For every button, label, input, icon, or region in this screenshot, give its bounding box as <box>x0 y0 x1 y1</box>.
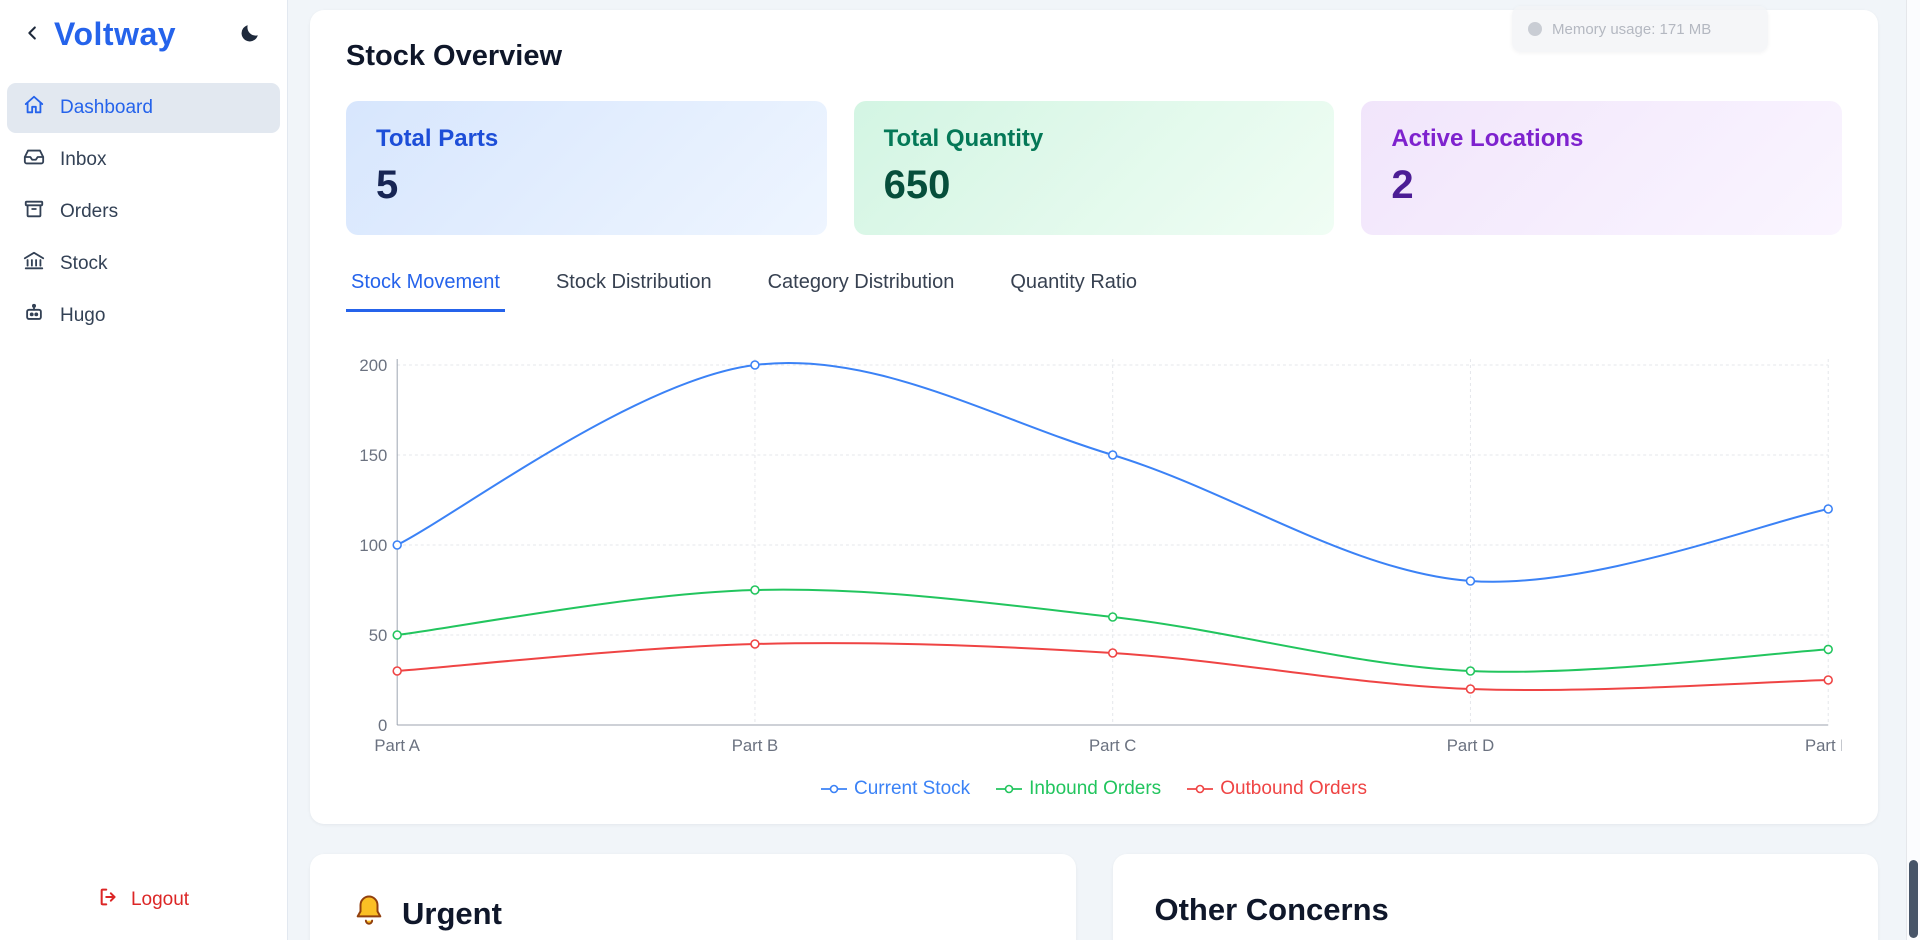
legend-item-current-stock[interactable]: Current Stock <box>821 778 970 800</box>
legend-label: Current Stock <box>854 778 971 799</box>
page-title: Stock Overview <box>346 40 562 72</box>
stat-label: Total Parts <box>376 125 499 152</box>
legend-marker <box>1187 784 1214 794</box>
line-chart: 0 50 100 150 200 Part A Part B Part C Part D Part… <box>359 356 1842 755</box>
sidebar-item-hugo[interactable]: Hugo <box>7 291 280 341</box>
y-tick-label: 150 <box>359 446 387 465</box>
legend-marker <box>996 784 1023 794</box>
stat-card-total-parts: Total Parts 5 <box>346 101 827 235</box>
x-tick-label: Part D <box>1447 736 1494 755</box>
sidebar-item-label: Orders <box>60 201 119 222</box>
data-point <box>1465 684 1476 694</box>
brand-logo[interactable]: Voltway <box>54 16 177 52</box>
panel-title-text: Other Concerns <box>1154 892 1389 927</box>
tab-category-distribution[interactable]: Category Distribution <box>767 271 955 293</box>
x-tick-label: Part B <box>732 736 778 755</box>
sidebar-item-orders[interactable]: Orders <box>7 187 280 237</box>
robot-icon <box>23 302 45 330</box>
stat-card-active-locations: Active Locations 2 <box>1361 101 1843 235</box>
sidebar-item-dashboard[interactable]: Dashboard <box>7 83 280 133</box>
memory-usage-toast: Memory usage: 171 MB <box>1512 6 1768 52</box>
stats-row: Total Parts 5 Total Quantity 650 Active … <box>346 101 1843 235</box>
toast-icon <box>1528 22 1542 36</box>
data-point <box>1465 666 1476 676</box>
sidebar-item-label: Inbox <box>60 149 107 170</box>
scrollbar-thumb[interactable] <box>1909 860 1918 938</box>
stat-label: Total Quantity <box>883 125 1044 152</box>
legend-marker <box>821 784 847 794</box>
sidebar-item-label: Hugo <box>60 305 106 326</box>
bottom-panels: Urgent Other Concerns <box>310 854 1878 940</box>
urgent-panel-title: Urgent <box>352 892 1034 936</box>
page-scrollbar <box>1906 0 1920 940</box>
sidebar-nav: Dashboard Inbox Orders Stock Hugo <box>0 83 287 341</box>
x-tick-label: Part C <box>1089 736 1136 755</box>
logout-button[interactable]: Logout <box>0 876 287 924</box>
data-point <box>392 630 402 640</box>
stat-card-total-quantity: Total Quantity 650 <box>853 101 1335 235</box>
logout-label: Logout <box>130 889 190 910</box>
data-point <box>392 666 402 676</box>
tab-quantity-ratio[interactable]: Quantity Ratio <box>1010 271 1138 293</box>
tab-stock-movement[interactable]: Stock Movement <box>346 271 505 312</box>
legend-item-inbound-orders[interactable]: Inbound Orders <box>996 778 1161 800</box>
data-point <box>750 639 760 649</box>
sidebar-item-label: Stock <box>60 253 108 274</box>
y-tick-label: 50 <box>369 626 388 645</box>
sidebar-item-inbox[interactable]: Inbox <box>7 135 280 185</box>
stat-value: 650 <box>883 163 951 207</box>
panel-title-text: Urgent <box>402 896 502 931</box>
data-point <box>392 540 402 550</box>
orders-icon <box>23 198 45 226</box>
x-tick-label: Part E <box>1805 736 1842 755</box>
stock-movement-chart: 0 50 100 150 200 Part A Part B Part C Part D Part… <box>346 340 1842 800</box>
data-point <box>1107 612 1118 622</box>
sidebar-item-label: Dashboard <box>60 97 153 118</box>
data-point <box>1465 576 1476 586</box>
toast-text: Memory usage: 171 MB <box>1552 20 1712 38</box>
data-point <box>1107 450 1118 460</box>
home-icon <box>23 94 45 122</box>
data-point <box>1823 504 1833 514</box>
other-concerns-panel: Other Concerns <box>1112 854 1878 940</box>
stat-value: 5 <box>376 163 399 207</box>
data-point <box>1107 648 1118 658</box>
sidebar-header: Voltway <box>0 0 287 63</box>
x-tick-label: Part A <box>374 736 420 755</box>
collapse-sidebar-button[interactable] <box>18 18 48 51</box>
legend-label: Outbound Orders <box>1220 778 1367 799</box>
legend-label: Inbound Orders <box>1029 778 1162 799</box>
stat-value: 2 <box>1391 163 1414 207</box>
y-tick-label: 200 <box>359 356 387 375</box>
chart-legend: Current Stock Inbound Orders Outbound Orde… <box>346 778 1842 800</box>
chart-tabs: Stock Movement Stock Distribution Catego… <box>346 271 1842 312</box>
legend-item-outbound-orders[interactable]: Outbound Orders <box>1187 778 1367 800</box>
stock-overview-card: Stock Overview Total Parts 5 Total Quant… <box>310 10 1878 824</box>
data-point <box>750 585 760 595</box>
sidebar-item-stock[interactable]: Stock <box>7 239 280 289</box>
y-tick-label: 100 <box>359 536 387 555</box>
data-point <box>1823 644 1833 655</box>
moon-icon <box>239 22 261 47</box>
logout-icon <box>98 886 120 914</box>
urgent-panel: Urgent <box>310 854 1076 940</box>
bank-icon <box>23 250 45 278</box>
stat-label: Active Locations <box>1391 125 1584 152</box>
sidebar: Voltway Dashboard Inbox Orders <box>0 0 288 940</box>
inbox-icon <box>23 146 45 174</box>
other-concerns-panel-title: Other Concerns <box>1155 892 1837 928</box>
bell-icon <box>352 892 386 936</box>
tab-stock-distribution[interactable]: Stock Distribution <box>555 271 712 293</box>
dark-mode-toggle[interactable] <box>235 18 265 51</box>
data-point <box>1823 675 1833 685</box>
chevron-left-icon <box>22 22 44 47</box>
data-point <box>750 360 760 370</box>
main-content: Stock Overview Total Parts 5 Total Quant… <box>288 0 1920 940</box>
y-tick-label: 0 <box>378 716 387 735</box>
